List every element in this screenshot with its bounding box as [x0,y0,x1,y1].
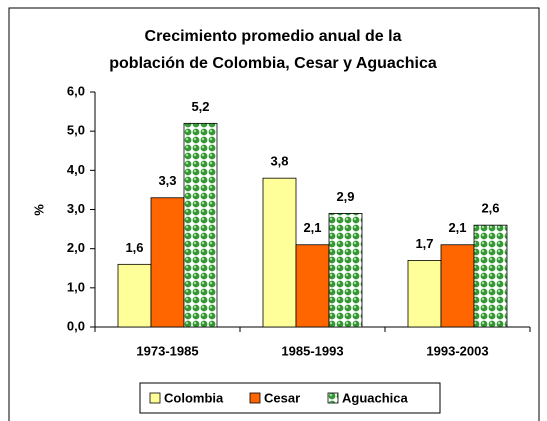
data-label: 5,2 [191,99,209,114]
y-axis-label: % [31,204,46,216]
y-tick-label: 6,0 [67,83,85,98]
data-label: 2,1 [448,220,466,235]
y-tick-label: 1,0 [67,279,85,294]
bar [473,224,508,328]
legend-swatch [149,392,161,404]
bar [150,197,185,328]
chart-border [8,7,540,421]
legend-label: Aguachica [342,390,409,405]
legend-label: Colombia [164,390,224,405]
data-label: 3,8 [270,154,288,169]
y-tick-label: 4,0 [67,162,85,177]
bar [440,244,475,328]
x-tick-label: 1993-2003 [426,343,488,358]
bar [328,213,363,328]
legend-swatch [327,392,339,404]
legend-box [139,382,441,414]
data-label: 2,1 [303,220,321,235]
bar [407,260,442,328]
data-label: 1,7 [415,236,433,251]
bar [117,263,152,328]
data-label: 2,6 [481,201,499,216]
x-tick-label: 1973-1985 [136,343,198,358]
data-label: 1,6 [125,240,143,255]
legend-label: Cesar [264,390,300,405]
y-tick-label: 2,0 [67,240,85,255]
data-label: 2,9 [336,189,354,204]
legend-swatch [249,392,261,404]
chart-title: Crecimiento promedio anual de la [145,28,402,45]
bar [262,177,297,328]
bar [183,122,218,328]
data-label: 3,3 [158,173,176,188]
chart-title: población de Colombia, Cesar y Aguachica [109,55,437,72]
y-tick-label: 5,0 [67,123,85,138]
y-tick-label: 3,0 [67,201,85,216]
y-tick-label: 0,0 [67,318,85,333]
bar [295,244,330,328]
x-tick-label: 1985-1993 [281,343,343,358]
